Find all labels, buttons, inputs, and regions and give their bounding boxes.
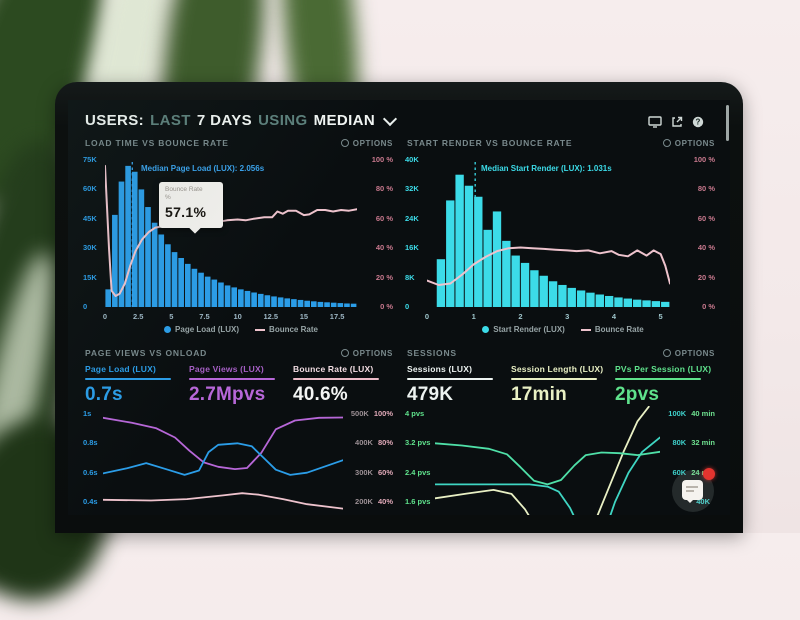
options-button[interactable]: OPTIONS <box>340 138 393 148</box>
header-segment: LAST <box>150 112 191 129</box>
metric: Page Views (LUX) 2.7Mpvs <box>189 364 293 406</box>
metric-label: Page Views (LUX) <box>189 364 264 374</box>
legend-swatch <box>580 328 591 331</box>
metric-underline <box>293 378 379 380</box>
options-button[interactable]: OPTIONS <box>340 348 393 358</box>
options-button[interactable]: OPTIONS <box>662 138 715 148</box>
tooltip-title: Bounce Rate <box>165 186 203 193</box>
gear-icon <box>662 349 671 357</box>
gear-icon <box>340 349 349 357</box>
metric-label: PVs Per Session (LUX) <box>615 364 712 374</box>
options-label: OPTIONS <box>674 348 715 358</box>
x-axis: 0 2.5 5 7.5 10 12.5 15 17.5 <box>102 312 345 321</box>
metric-label: Sessions (LUX) <box>407 364 473 374</box>
panel-title: SESSIONS <box>407 348 457 358</box>
panel-page-views-vs-onload: PAGE VIEWS VS ONLOAD OPTIONS Page Load (… <box>83 348 399 515</box>
legend-swatch <box>164 326 172 333</box>
options-label: OPTIONS <box>352 138 393 148</box>
metric-underline <box>85 378 171 380</box>
legend-item[interactable]: Page Load (LUX) <box>164 325 239 334</box>
scrollbar[interactable] <box>726 105 729 141</box>
metric-value: 17min <box>511 384 567 405</box>
chart-load-time: 75K 60K 45K 30K 15K 0 100 % 80 % 60 % 40 % 20 % 0 … <box>83 138 399 344</box>
linechart-page-views <box>103 416 343 510</box>
chart-legend: Start Render (LUX) Bounce Rate <box>405 325 721 334</box>
gear-icon <box>662 139 671 147</box>
metric-label: Page Load (LUX) <box>85 364 157 374</box>
chart-start-render: 40K 32K 24K 16K 8K 0 100 % 80 % 60 % 40 % 20 % 0 %… <box>405 138 721 344</box>
metric: Bounce Rate (LUX) 40.6% <box>293 364 397 406</box>
metric: PVs Per Session (LUX) 2pvs <box>615 364 719 406</box>
median-annotation: Median Start Render (LUX): 1.031s <box>481 164 612 173</box>
laptop: USERS: LAST 7 DAYS USING MEDIAN ? <box>55 82 743 533</box>
metric-label: Bounce Rate (LUX) <box>293 364 374 374</box>
chart-legend: Page Load (LUX) Bounce Rate <box>83 325 399 334</box>
histogram-start-render <box>427 162 670 307</box>
metric-underline <box>407 378 493 380</box>
metric-row: Page Load (LUX) 0.7s Page Views (LUX) 2.7Mp… <box>85 364 399 406</box>
legend-item[interactable]: Bounce Rate <box>580 325 644 334</box>
metric-value: 40.6% <box>293 384 348 405</box>
metric: Page Load (LUX) 0.7s <box>85 364 189 406</box>
chat-icon <box>682 480 703 503</box>
svg-text:?: ? <box>696 118 701 127</box>
legend-label: Bounce Rate <box>269 325 318 334</box>
legend-item[interactable]: Bounce Rate <box>255 325 318 334</box>
options-label: OPTIONS <box>352 348 393 358</box>
tooltip-unit: % <box>165 194 171 201</box>
linechart-sessions <box>435 406 660 515</box>
header-segment: 7 DAYS <box>196 112 253 129</box>
header-segment: USERS: <box>85 112 145 129</box>
metric-underline <box>189 378 275 380</box>
options-button[interactable]: OPTIONS <box>662 348 715 358</box>
share-icon[interactable] <box>671 116 683 128</box>
header-segment: MEDIAN <box>313 112 376 129</box>
legend-item[interactable]: Start Render (LUX) <box>482 325 565 334</box>
legend-swatch <box>482 326 490 333</box>
metric-value: 479K <box>407 384 454 405</box>
dashboard-title[interactable]: USERS: LAST 7 DAYS USING MEDIAN <box>85 111 398 129</box>
tooltip-value: 57.1% <box>165 204 207 220</box>
metric-underline <box>615 378 701 380</box>
panel-title: PAGE VIEWS VS ONLOAD <box>85 348 208 358</box>
monitor-icon[interactable] <box>648 116 662 128</box>
header-segment: USING <box>258 112 308 129</box>
metric-value: 2.7Mpvs <box>189 384 266 405</box>
metric-value: 2pvs <box>615 384 660 405</box>
legend-swatch <box>255 328 266 331</box>
panel-title: LOAD TIME VS BOUNCE RATE <box>85 138 229 148</box>
median-annotation: Median Page Load (LUX): 2.056s <box>141 164 265 173</box>
tooltip-bounce-rate: Bounce Rate % 57.1% <box>159 182 223 228</box>
panel-start-render-vs-bounce-rate: START RENDER VS BOUNCE RATE OPTIONS 40K 3… <box>405 138 721 344</box>
options-label: OPTIONS <box>674 138 715 148</box>
panel-title: START RENDER VS BOUNCE RATE <box>407 138 573 148</box>
chevron-down-icon[interactable] <box>383 111 398 126</box>
metric-row: Sessions (LUX) 479K Session Length (LUX) 17… <box>407 364 721 406</box>
chat-widget-button[interactable] <box>672 468 715 512</box>
metric-label: Session Length (LUX) <box>511 364 604 374</box>
legend-label: Start Render (LUX) <box>493 325 565 334</box>
help-icon[interactable]: ? <box>692 116 704 128</box>
gear-icon <box>340 139 349 147</box>
notification-badge <box>703 468 715 480</box>
metric: Sessions (LUX) 479K <box>407 364 511 406</box>
metric-underline <box>511 378 597 380</box>
chart-page-views: 1s 0.8s 0.6s 0.4s 500K 100% 400K 80% 300K 60% 200… <box>83 348 399 515</box>
legend-label: Page Load (LUX) <box>175 325 240 334</box>
legend-label: Bounce Rate <box>594 325 644 334</box>
histogram-page-load <box>105 162 357 307</box>
metric: Session Length (LUX) 17min <box>511 364 615 406</box>
panel-load-time-vs-bounce-rate: LOAD TIME VS BOUNCE RATE OPTIONS 75K 60K 4… <box>83 138 399 344</box>
metric-value: 0.7s <box>85 384 123 405</box>
dashboard-screen: USERS: LAST 7 DAYS USING MEDIAN ? <box>68 100 730 515</box>
